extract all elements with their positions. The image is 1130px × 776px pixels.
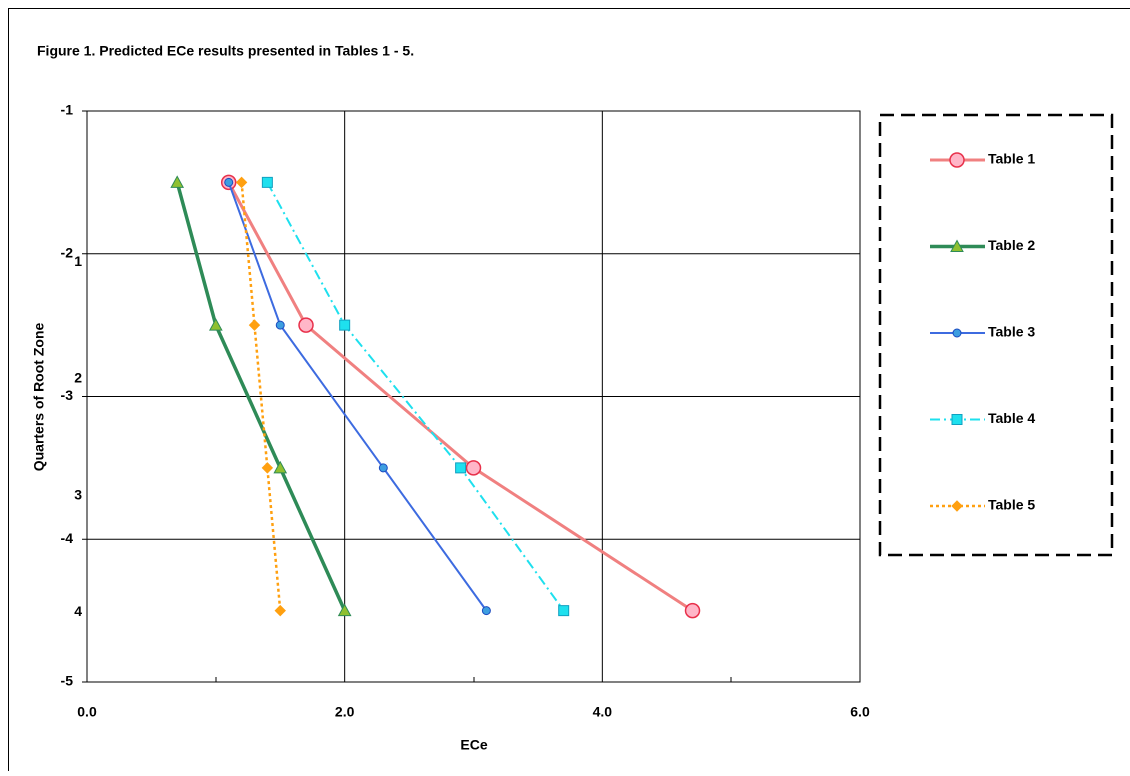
marker [952,415,962,425]
legend-label: Table 5 [988,497,1035,513]
y-axis-label: Quarters of Root Zone [31,323,47,472]
y-tick-label: -1 [61,102,74,118]
minor-ticks [216,677,731,682]
marker [456,463,466,473]
x-axis-label: ECe [460,737,487,753]
y-tick-label: -3 [61,387,74,403]
marker [274,462,286,473]
marker [950,153,964,167]
y-tick-label: -2 [61,244,74,260]
legend-label: Table 4 [988,410,1035,426]
chart-title: Figure 1. Predicted ECe results presente… [37,43,414,59]
y2-tick-label: 1 [74,253,82,269]
marker [339,605,351,616]
legend-label: Table 1 [988,151,1035,167]
marker [686,604,700,618]
x-tick-label: 0.0 [77,704,97,720]
legend-label: Table 2 [988,237,1035,253]
marker [210,319,222,330]
marker [482,607,490,615]
marker [225,178,233,186]
marker [262,463,272,473]
marker [953,329,961,337]
frame [9,9,1130,772]
x-tick-label: 6.0 [850,704,870,720]
marker [237,177,247,187]
x-tick-label: 4.0 [593,704,613,720]
y2-tick-label: 4 [74,603,82,619]
marker [299,318,313,332]
marker [952,501,962,511]
marker [249,320,259,330]
marker [275,606,285,616]
y-tick-label: -5 [61,673,74,689]
marker [379,464,387,472]
marker [276,321,284,329]
legend-label: Table 3 [988,324,1035,340]
marker [467,461,481,475]
y2-tick-label: 2 [74,370,82,386]
x-tick-label: 2.0 [335,704,355,720]
marker [171,176,183,187]
y-tick-label: -4 [61,530,74,546]
y2-tick-label: 3 [74,486,82,502]
marker [340,320,350,330]
marker [262,177,272,187]
marker [559,606,569,616]
